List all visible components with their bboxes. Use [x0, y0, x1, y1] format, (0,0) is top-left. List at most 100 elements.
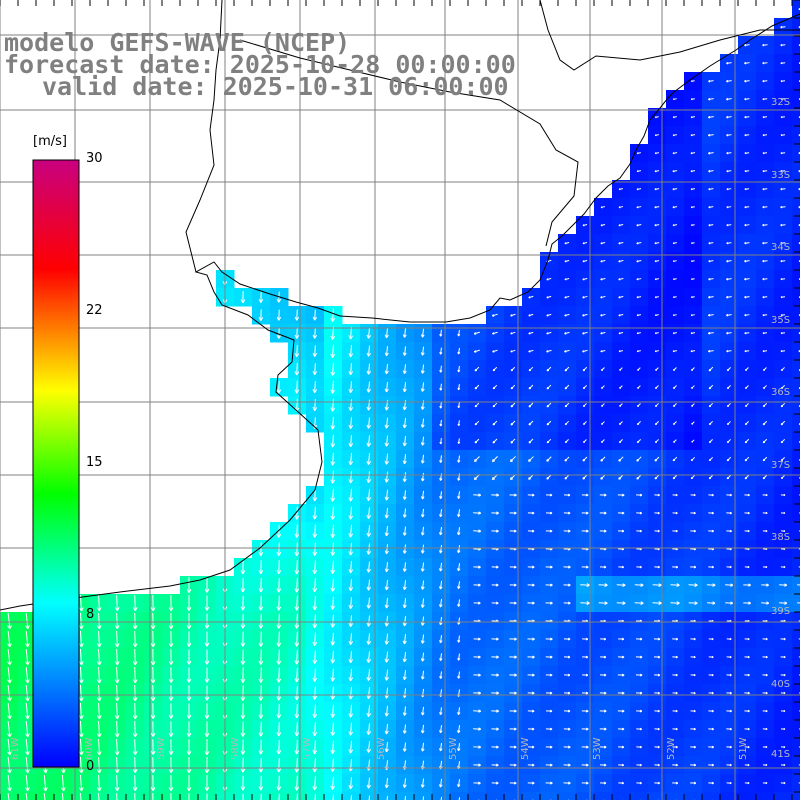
latitude-labels: 32S 33S 34S 35S 36S 37S 38S 39S 40S 41S [771, 97, 790, 760]
wind-arrow [780, 332, 786, 335]
wind-arrow [438, 580, 443, 590]
wind-arrow [619, 421, 623, 425]
wind-arrow [457, 455, 461, 463]
wind-arrow [457, 545, 461, 554]
wind-arrow [582, 313, 588, 317]
wind-arrow [150, 721, 156, 737]
wind-arrow [96, 595, 102, 612]
wind-arrow [491, 583, 499, 587]
wind-arrow [564, 673, 571, 677]
wind-arrow [744, 169, 750, 173]
wind-arrow [96, 756, 102, 774]
wind-arrow [509, 673, 517, 677]
wind-arrow [384, 471, 389, 483]
wind-arrow [672, 565, 679, 569]
wind-arrow [690, 134, 696, 137]
wind-arrow [509, 493, 517, 497]
wind-arrow [276, 560, 282, 575]
wind-arrow [438, 778, 443, 788]
wind-arrow [726, 529, 732, 533]
wind-arrow [726, 79, 732, 83]
wind-arrow [618, 474, 624, 480]
wind-arrow [581, 745, 589, 749]
wind-arrow [654, 691, 660, 695]
wind-arrow [420, 670, 425, 680]
wind-arrow [186, 757, 192, 774]
wind-arrow [474, 384, 480, 390]
wind-arrow [330, 614, 336, 628]
wind-arrow [312, 596, 318, 611]
wind-arrow [672, 709, 678, 713]
wind-arrow [366, 723, 372, 735]
wind-arrow [457, 779, 461, 788]
wind-arrow [330, 506, 336, 520]
wind-arrow [402, 562, 407, 572]
wind-arrow [330, 524, 336, 538]
wind-arrow [491, 727, 499, 731]
wind-arrow [492, 349, 498, 353]
wind-arrow [654, 170, 660, 173]
wind-arrow [348, 597, 354, 609]
wind-arrow [258, 595, 264, 611]
wind-arrow [583, 421, 587, 425]
wind-arrow [312, 740, 318, 755]
wind-arrow [402, 580, 407, 591]
wind-arrow [366, 651, 372, 663]
wind-arrow [744, 709, 750, 713]
wind-arrow [420, 706, 425, 716]
wind-arrow [420, 526, 425, 536]
wind-arrow [294, 345, 300, 358]
wind-arrow [600, 349, 606, 353]
wind-arrow [258, 631, 264, 647]
wind-arrow [402, 544, 407, 554]
wind-arrow [528, 366, 534, 372]
wind-arrow [672, 493, 678, 497]
wind-arrow [618, 439, 623, 444]
wind-arrow [690, 296, 695, 299]
wind-arrow [402, 418, 407, 429]
wind-arrow [294, 327, 300, 339]
wind-arrow [672, 152, 678, 155]
wind-arrow [600, 206, 606, 209]
wind-arrow [636, 493, 643, 497]
wind-arrow [420, 436, 425, 446]
wind-arrow [546, 438, 552, 444]
wind-arrow [545, 493, 553, 497]
wind-arrow [580, 601, 590, 606]
wind-arrow [690, 314, 695, 317]
wind-arrow [797, 584, 800, 586]
wind-arrow [294, 362, 300, 376]
wind-arrow [312, 345, 318, 357]
wind-arrow [527, 511, 535, 515]
wind-arrow [545, 601, 553, 605]
wind-arrow [348, 488, 354, 502]
wind-arrow [672, 691, 678, 695]
longitude-label: 59W [156, 737, 167, 760]
wind-arrow [132, 721, 138, 738]
wind-arrow [132, 775, 138, 792]
wind-arrow [276, 631, 282, 647]
wind-arrow [473, 691, 481, 695]
wind-arrow [564, 277, 570, 281]
wind-arrow [420, 346, 425, 356]
wind-arrow [330, 704, 336, 718]
wind-arrow [634, 583, 644, 587]
wind-arrow [546, 331, 552, 335]
latitude-label: 34S [771, 242, 790, 253]
wind-arrow [439, 671, 443, 679]
wind-speed-cell [792, 306, 800, 325]
wind-arrow [510, 366, 516, 372]
wind-arrow [691, 278, 695, 281]
wind-arrow [654, 134, 659, 137]
wind-arrow [706, 601, 716, 605]
wind-arrow [527, 637, 535, 641]
wind-arrow [473, 709, 482, 713]
wind-arrow [422, 796, 425, 800]
wind-arrow [510, 331, 516, 335]
wind-arrow [294, 595, 300, 611]
wind-speed-cell [792, 90, 800, 109]
wind-arrow [780, 457, 785, 462]
wind-arrow [294, 739, 300, 755]
wind-arrow [690, 691, 696, 695]
wind-arrow [150, 685, 156, 702]
